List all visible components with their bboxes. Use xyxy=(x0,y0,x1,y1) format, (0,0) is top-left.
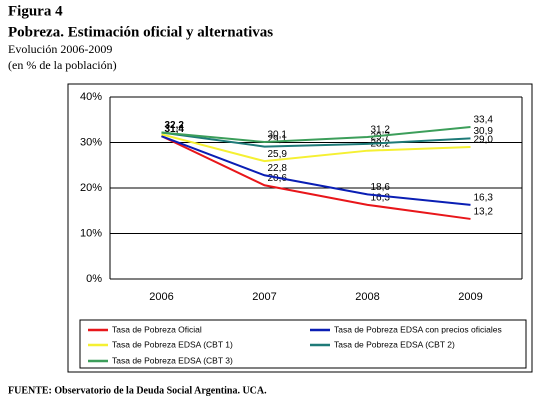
x-tick-label: 2007 xyxy=(252,291,276,303)
data-label: 30,9 xyxy=(474,126,494,137)
data-label: 18,6 xyxy=(371,182,391,193)
data-label: 25,9 xyxy=(268,149,288,160)
figure-label: Figura 4 xyxy=(8,3,63,19)
x-tick-label: 2008 xyxy=(355,291,379,303)
data-label: 29,1 xyxy=(268,134,288,145)
legend-label: Tasa de Pobreza EDSA (CBT 1) xyxy=(112,339,233,349)
chart-title: Pobreza. Estimación oficial y alternativ… xyxy=(8,24,273,40)
y-tick-label: 0% xyxy=(86,273,102,285)
data-label: 30,1 xyxy=(268,130,288,141)
data-label: 16,3 xyxy=(371,192,391,203)
series-line xyxy=(161,126,471,144)
data-label: 22,8 xyxy=(268,163,288,174)
data-label: 29,7 xyxy=(371,132,391,143)
chart-frame xyxy=(67,83,533,373)
series-line xyxy=(161,135,471,220)
x-tick-label: 2009 xyxy=(458,291,482,303)
unit-note: (en % de la población) xyxy=(8,58,117,72)
y-tick-label: 20% xyxy=(80,182,102,194)
series-line xyxy=(161,133,471,163)
y-tick-label: 30% xyxy=(80,136,102,148)
legend-label: Tasa de Pobreza Oficial xyxy=(112,324,202,334)
data-label: 31,4 xyxy=(165,124,185,135)
data-label: 29,0 xyxy=(474,135,494,146)
data-label: 13,2 xyxy=(474,207,494,218)
legend-label: Tasa de Pobreza EDSA (CBT 3) xyxy=(112,355,233,365)
series-line xyxy=(161,131,471,148)
data-label: 33,4 xyxy=(474,115,494,126)
y-tick-label: 10% xyxy=(80,227,102,239)
legend-label: Tasa de Pobreza EDSA con precios oficial… xyxy=(334,324,502,334)
source: FUENTE: Observatorio de la Deuda Social … xyxy=(8,385,267,396)
legend-label: Tasa de Pobreza EDSA (CBT 2) xyxy=(334,339,455,349)
subtitle: Evolución 2006-2009 xyxy=(8,42,112,56)
series-line xyxy=(161,135,471,206)
x-tick-label: 2006 xyxy=(149,291,173,303)
y-tick-label: 40% xyxy=(80,91,102,103)
data-label: 16,3 xyxy=(474,192,494,203)
data-label: 31,2 xyxy=(371,125,391,136)
data-label: 32,2 xyxy=(165,120,185,131)
legend-box xyxy=(79,319,527,369)
